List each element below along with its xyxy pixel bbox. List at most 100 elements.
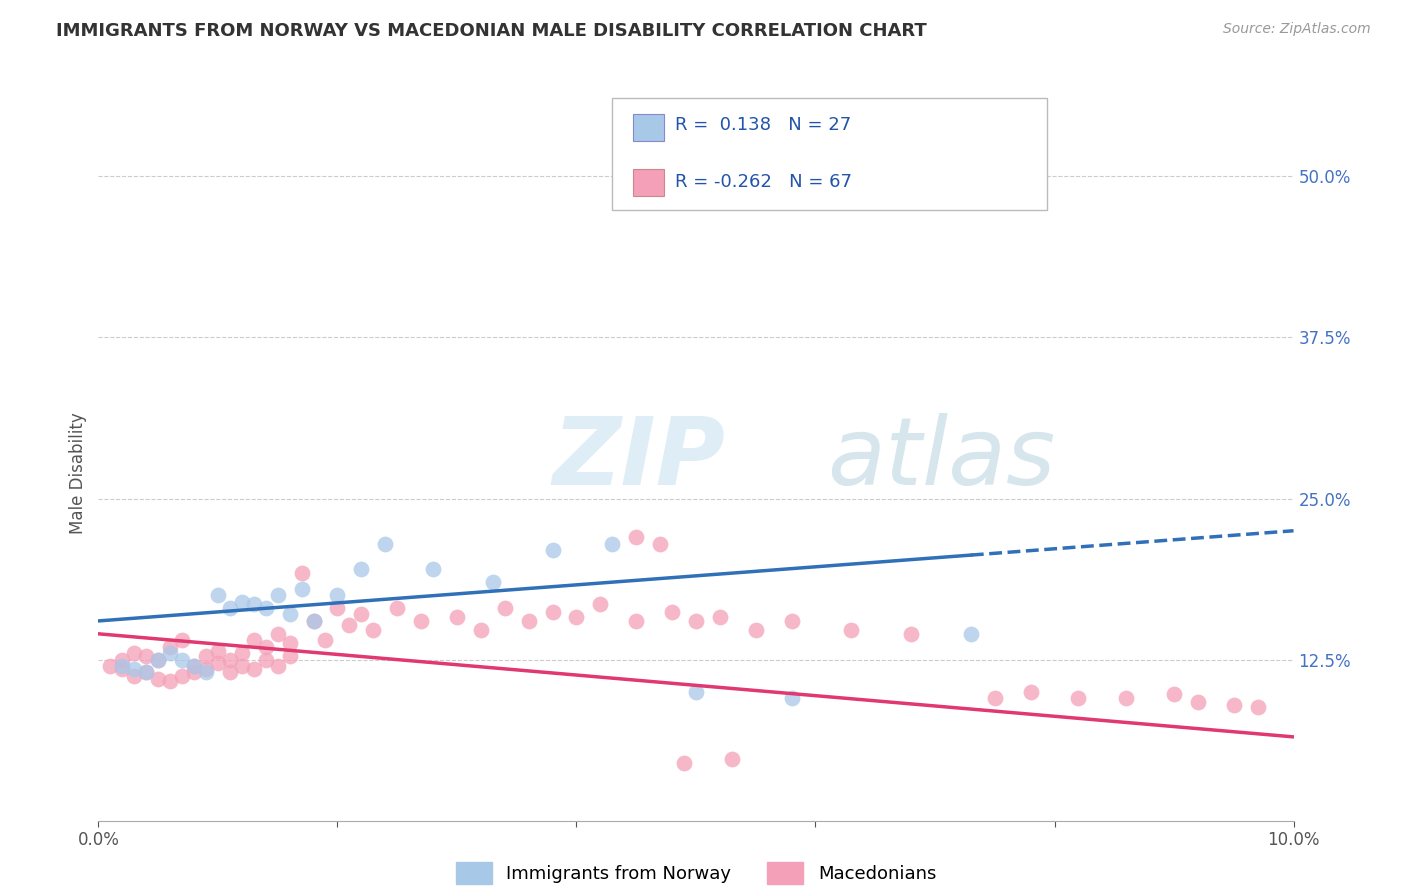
Point xyxy=(278,607,301,622)
Point xyxy=(494,601,516,615)
Point xyxy=(422,562,444,576)
Point xyxy=(685,614,707,628)
Point xyxy=(1019,685,1042,699)
Point xyxy=(1163,687,1185,701)
Point xyxy=(721,752,744,766)
Point xyxy=(302,614,325,628)
Point xyxy=(278,636,301,650)
Point xyxy=(363,623,385,637)
Point xyxy=(243,597,266,611)
Point xyxy=(124,646,146,660)
Point xyxy=(517,614,540,628)
Point xyxy=(673,756,696,770)
Point xyxy=(602,536,624,550)
Point xyxy=(148,672,170,686)
Point xyxy=(135,665,157,680)
Point xyxy=(172,652,194,666)
Point xyxy=(1223,698,1246,712)
Legend: Immigrants from Norway, Macedonians: Immigrants from Norway, Macedonians xyxy=(449,855,943,892)
Point xyxy=(685,685,707,699)
Point xyxy=(183,659,205,673)
Point xyxy=(900,627,922,641)
Point xyxy=(960,627,983,641)
Point xyxy=(267,627,290,641)
Point xyxy=(326,601,349,615)
Point xyxy=(565,610,588,624)
Point xyxy=(135,665,157,680)
Point xyxy=(124,662,146,676)
Point xyxy=(195,662,218,676)
Point xyxy=(626,614,648,628)
Point xyxy=(111,659,134,673)
Point xyxy=(780,614,803,628)
Point xyxy=(339,617,360,632)
Point xyxy=(589,597,612,611)
Point xyxy=(541,543,564,558)
Point xyxy=(1187,695,1209,709)
Point xyxy=(385,601,409,615)
Point xyxy=(195,648,218,663)
Text: R =  0.138   N = 27: R = 0.138 N = 27 xyxy=(675,116,851,134)
Point xyxy=(291,582,314,596)
Point xyxy=(541,605,564,619)
Text: atlas: atlas xyxy=(827,413,1056,504)
Point xyxy=(195,665,218,680)
Point xyxy=(350,562,373,576)
Point xyxy=(302,614,325,628)
Point xyxy=(626,530,648,544)
Point xyxy=(661,605,683,619)
Text: ZIP: ZIP xyxy=(553,413,725,505)
Point xyxy=(111,662,134,676)
Point xyxy=(231,659,253,673)
Point xyxy=(172,669,194,683)
Point xyxy=(111,652,134,666)
Point xyxy=(159,646,181,660)
Point xyxy=(446,610,468,624)
Point xyxy=(709,610,731,624)
Point xyxy=(219,601,242,615)
Point xyxy=(159,674,181,689)
Point xyxy=(148,652,170,666)
Point xyxy=(207,657,229,671)
Point xyxy=(470,623,492,637)
Point xyxy=(254,652,277,666)
Point xyxy=(183,659,205,673)
Point xyxy=(278,648,301,663)
Point xyxy=(219,665,242,680)
Point xyxy=(231,646,253,660)
Point xyxy=(650,536,672,550)
Point xyxy=(124,669,146,683)
Point xyxy=(267,659,290,673)
Point xyxy=(267,588,290,602)
Point xyxy=(207,643,229,657)
Text: Source: ZipAtlas.com: Source: ZipAtlas.com xyxy=(1223,22,1371,37)
Point xyxy=(481,575,505,590)
Point xyxy=(254,601,277,615)
Point xyxy=(219,652,242,666)
Text: IMMIGRANTS FROM NORWAY VS MACEDONIAN MALE DISABILITY CORRELATION CHART: IMMIGRANTS FROM NORWAY VS MACEDONIAN MAL… xyxy=(56,22,927,40)
Point xyxy=(1115,691,1137,706)
Point xyxy=(374,536,396,550)
Point xyxy=(780,691,803,706)
Y-axis label: Male Disability: Male Disability xyxy=(69,412,87,533)
Point xyxy=(411,614,433,628)
Point xyxy=(291,566,314,581)
Point xyxy=(243,662,266,676)
Point xyxy=(148,652,170,666)
Point xyxy=(207,588,229,602)
Point xyxy=(183,665,205,680)
Point xyxy=(172,633,194,648)
Point xyxy=(841,623,863,637)
Point xyxy=(745,623,768,637)
Point xyxy=(350,607,373,622)
Point xyxy=(100,659,122,673)
Point xyxy=(1247,700,1270,714)
Point xyxy=(315,633,337,648)
Point xyxy=(231,594,253,608)
Point xyxy=(984,691,1007,706)
Point xyxy=(243,633,266,648)
Point xyxy=(254,640,277,654)
Point xyxy=(1067,691,1090,706)
Text: R = -0.262   N = 67: R = -0.262 N = 67 xyxy=(675,173,852,191)
Point xyxy=(326,588,349,602)
